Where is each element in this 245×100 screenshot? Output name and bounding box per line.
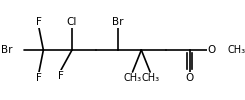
Text: Cl: Cl (67, 17, 77, 27)
Text: Br: Br (1, 45, 12, 55)
Text: F: F (58, 71, 64, 81)
Text: CH₃: CH₃ (123, 73, 142, 83)
Text: CH₃: CH₃ (227, 45, 245, 55)
Text: F: F (36, 17, 42, 27)
Text: O: O (207, 45, 215, 55)
Text: Br: Br (112, 17, 124, 27)
Text: O: O (186, 73, 194, 83)
Text: CH₃: CH₃ (141, 73, 159, 83)
Text: F: F (36, 73, 42, 83)
